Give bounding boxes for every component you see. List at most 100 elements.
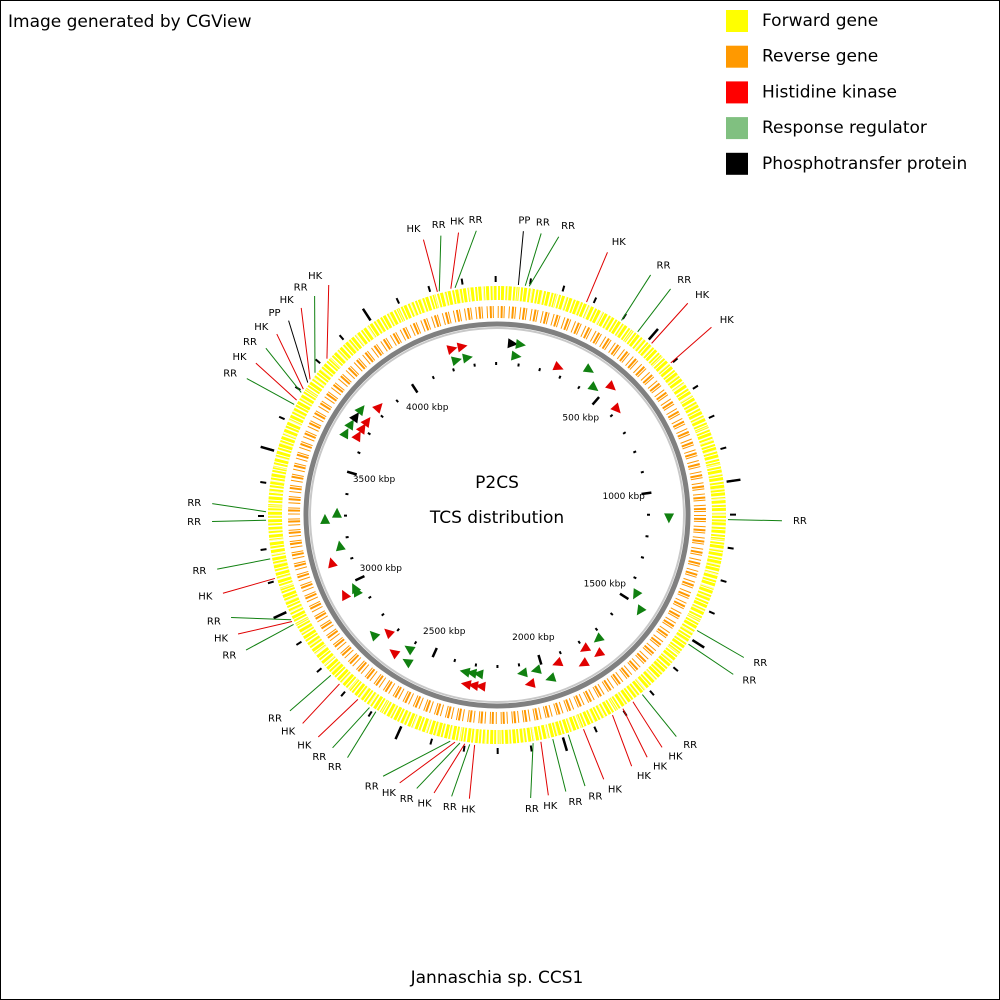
feature-leader [212, 503, 267, 513]
minor-tick [340, 690, 346, 697]
feature-label: RR [223, 368, 237, 379]
minor-tick-inner [367, 432, 371, 436]
major-tick-inner [591, 396, 601, 406]
feature-label: RR [187, 517, 201, 528]
feature-label: RR [568, 797, 582, 808]
feature-glyph [320, 513, 331, 525]
feature-glyph [587, 381, 599, 392]
feature-glyph [515, 339, 526, 349]
feature-leader [696, 630, 745, 658]
minor-tick [720, 446, 727, 451]
feature-label: HK [280, 295, 295, 306]
minor-tick-inner [609, 612, 614, 616]
kbp-label: 2500 kbp [423, 627, 466, 637]
feature-leader [524, 233, 542, 286]
minor-tick-inner [357, 451, 361, 455]
feature-glyph [335, 540, 346, 552]
feature-leader [265, 347, 302, 393]
major-tick [361, 308, 372, 322]
feature-glyph [360, 416, 371, 429]
minor-tick-inner [431, 375, 435, 380]
feature-label: RR [207, 616, 221, 627]
feature-leader [288, 320, 309, 383]
feature-label: HK [695, 290, 710, 301]
feature-leader [586, 252, 608, 303]
feature-glyph [328, 557, 338, 569]
feature-glyph [552, 656, 564, 667]
kbp-label: 4000 kbp [406, 403, 449, 413]
minor-tick [278, 415, 286, 421]
legend-swatch [726, 117, 748, 140]
feature-glyph [594, 647, 606, 658]
feature-label: RR [561, 221, 575, 232]
feature-label: RR [328, 762, 342, 773]
minor-tick [708, 610, 715, 615]
feature-label: RR [469, 215, 483, 226]
backbone-inner [309, 327, 685, 703]
minor-tick-inner [594, 627, 599, 632]
feature-leader [300, 307, 311, 380]
minor-tick-inner [577, 385, 581, 390]
minor-tick [720, 579, 727, 583]
feature-leader [632, 701, 663, 748]
legend-label: Response regulator [762, 118, 927, 138]
minor-tick-inner [413, 640, 418, 645]
minor-tick [260, 548, 267, 551]
map-subtitle: TCS distribution [429, 508, 564, 528]
feature-glyph [460, 680, 472, 690]
minor-tick-inner [609, 413, 614, 418]
feature-leader [688, 643, 734, 675]
minor-tick [561, 285, 566, 292]
minor-tick [529, 745, 533, 752]
legend-swatch [726, 45, 748, 68]
feature-glyph [352, 583, 362, 595]
kbp-label: 1500 kbp [584, 579, 627, 589]
feature-glyph [530, 664, 542, 674]
feature-glyph [593, 632, 605, 643]
feature-label: RR [192, 566, 206, 577]
feature-leader [416, 742, 461, 789]
feature-glyph [339, 428, 349, 440]
feature-leader [433, 743, 466, 794]
feature-glyph [517, 667, 528, 678]
feature-leader [347, 711, 377, 758]
feature-label: RR [753, 658, 767, 669]
minor-tick [395, 297, 400, 304]
feature-leader [289, 675, 332, 712]
feature-leader [621, 274, 652, 321]
minor-tick [692, 384, 699, 390]
feature-glyph [355, 423, 366, 435]
organism: Jannaschia sp. CCS1 [410, 968, 584, 988]
feature-glyph [404, 645, 416, 656]
feature-label: RR [432, 220, 446, 231]
feature-leader [382, 740, 451, 777]
feature-glyph [511, 350, 522, 361]
legend-label: Phosphotransfer protein [762, 154, 967, 174]
minor-tick [727, 546, 734, 550]
feature-label: RR [536, 218, 550, 229]
feature-glyph [636, 604, 647, 616]
feature-label: HK [281, 726, 296, 737]
feature-glyph [389, 649, 401, 660]
minor-tick [314, 358, 321, 365]
feature-label: PP [268, 308, 280, 319]
feature-leader [727, 519, 782, 522]
feature-label: PP [518, 215, 530, 226]
legend-swatch [726, 152, 748, 175]
feature-label: RR [525, 804, 539, 815]
feature-label: HK [254, 322, 269, 333]
feature-label: HK [407, 224, 422, 235]
feature-label: RR [268, 713, 282, 724]
feature-glyph [507, 338, 518, 349]
feature-leader [552, 739, 567, 792]
feature-label: HK [297, 741, 312, 752]
major-tick [647, 328, 659, 341]
feature-leader [438, 235, 442, 292]
feature-label: HK [543, 801, 558, 812]
feature-glyph [456, 342, 468, 353]
minor-tick [529, 278, 532, 285]
major-tick [394, 725, 403, 740]
legend-label: Reverse gene [762, 47, 878, 67]
feature-leader [651, 302, 689, 344]
feature-glyph [462, 353, 473, 364]
